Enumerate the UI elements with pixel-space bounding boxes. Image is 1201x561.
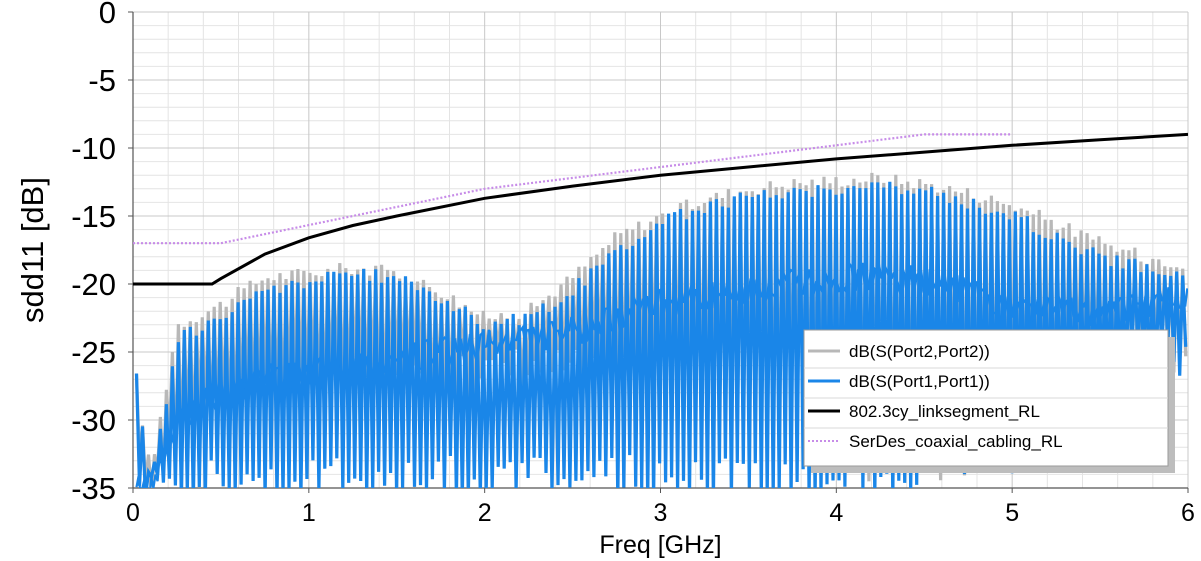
legend: dB(S(Port2,Port2)) dB(S(Port1,Port1)) 802.…: [803, 329, 1175, 473]
legend-label: 802.3cy_linksegment_RL: [849, 402, 1040, 421]
x-tick-label: 6: [1181, 499, 1195, 527]
series-802.3cy_linksegment_RL: [133, 132, 1188, 286]
y-tick-label: -25: [71, 335, 116, 370]
y-tick-label: -20: [71, 267, 116, 302]
y-tick-label: 0: [99, 0, 116, 30]
x-tick-label: 5: [1005, 499, 1019, 527]
x-axis-label: Freq [GHz]: [599, 531, 721, 559]
y-tick-label: -10: [71, 131, 116, 166]
series-dB(S(Port1,Port1))-envelope: [135, 260, 1188, 488]
y-tick-label: -5: [88, 63, 116, 98]
x-tick-label: 4: [829, 499, 843, 527]
x-tick-label: 1: [302, 499, 316, 527]
legend-label: dB(S(Port2,Port2)): [849, 342, 990, 361]
y-tick-label: -15: [71, 199, 116, 234]
x-tick-labels: 0 1 2 3 4 5 6: [126, 488, 1195, 527]
legend-label: dB(S(Port1,Port1)): [849, 372, 990, 391]
y-tick-label: -30: [71, 403, 116, 438]
y-axis-label: sdd11 [dB]: [15, 177, 50, 323]
x-tick-label: 3: [654, 499, 668, 527]
y-tick-label: -35: [71, 471, 116, 506]
x-tick-label: 2: [478, 499, 492, 527]
y-tick-labels: 0 -5 -10 -15 -20 -25 -30 -35: [71, 0, 133, 506]
legend-label: SerDes_coaxial_cabling_RL: [849, 432, 1063, 451]
x-tick-label: 0: [126, 499, 140, 527]
series-SerDes_coaxial_cabling_RL: [133, 133, 1013, 245]
